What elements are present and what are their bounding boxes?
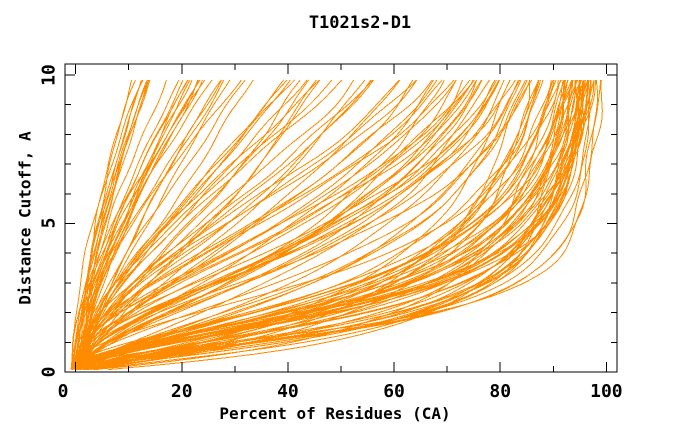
model-curve xyxy=(85,79,521,370)
model-curve xyxy=(81,79,199,370)
model-curve xyxy=(76,79,301,370)
x-tick-label: 0 xyxy=(57,381,69,402)
y-tick-label: 10 xyxy=(38,64,60,86)
model-curve xyxy=(71,79,151,370)
model-curve xyxy=(85,79,246,370)
model-curve xyxy=(81,79,475,370)
model-curve xyxy=(79,79,317,370)
model-curve xyxy=(80,79,579,371)
model-curve xyxy=(81,79,133,370)
model-curve xyxy=(84,79,284,370)
model-curve xyxy=(78,79,574,371)
x-axis-label: Percent of Residues (CA) xyxy=(219,404,451,423)
model-curve xyxy=(83,79,574,370)
model-curve xyxy=(74,79,572,370)
model-curve xyxy=(77,79,400,370)
model-curve xyxy=(108,79,574,371)
chart-title: T1021s2-D1 xyxy=(308,13,412,33)
model-curve xyxy=(81,79,533,370)
axes-frame xyxy=(64,63,618,373)
model-curve xyxy=(75,79,474,370)
x-tick-label: 40 xyxy=(277,381,299,402)
x-tick-label: 100 xyxy=(590,381,623,402)
model-curve xyxy=(85,79,541,370)
model-curve xyxy=(74,79,531,370)
x-tick-label: 20 xyxy=(170,381,193,402)
y-axis-label: Distance Cutoff, A xyxy=(15,131,35,305)
model-curve xyxy=(85,79,296,370)
model-curve xyxy=(75,79,310,370)
model-curve xyxy=(73,79,213,370)
model-curve xyxy=(78,79,366,370)
model-curve xyxy=(82,79,321,370)
model-curve xyxy=(83,79,482,370)
model-curve xyxy=(78,79,561,370)
x-tick-label: 80 xyxy=(489,381,512,402)
model-curve xyxy=(92,79,528,371)
model-curve xyxy=(77,79,191,370)
model-curves xyxy=(70,79,603,371)
model-curve xyxy=(77,79,522,370)
model-curve xyxy=(71,79,144,370)
model-curve xyxy=(85,79,222,370)
model-curve xyxy=(77,79,565,370)
model-curve xyxy=(83,79,490,370)
model-curve xyxy=(75,79,544,371)
model-curve xyxy=(78,79,231,370)
model-curve xyxy=(80,79,434,370)
model-curve xyxy=(83,79,586,371)
y-tick-label: 0 xyxy=(38,366,60,378)
model-curve xyxy=(81,79,136,370)
model-curve xyxy=(79,79,519,371)
model-curve xyxy=(79,79,254,370)
model-curve xyxy=(71,79,516,370)
model-curve xyxy=(84,79,475,370)
model-curve xyxy=(77,79,142,370)
model-curve xyxy=(87,79,566,371)
model-curve xyxy=(73,79,577,370)
model-curve xyxy=(76,79,602,371)
model-curve xyxy=(74,79,498,370)
model-curve xyxy=(76,79,505,371)
model-curve xyxy=(71,79,584,370)
model-curve xyxy=(86,79,531,371)
x-tick-label: 60 xyxy=(383,381,405,402)
model-curve xyxy=(71,79,562,370)
y-tick-label: 5 xyxy=(38,218,60,229)
model-curve xyxy=(84,79,414,370)
model-curve xyxy=(80,79,225,370)
model-curve xyxy=(78,79,401,370)
model-curve xyxy=(85,79,189,370)
model-curve xyxy=(75,79,333,370)
model-curve xyxy=(84,79,585,371)
model-curve xyxy=(83,79,206,370)
